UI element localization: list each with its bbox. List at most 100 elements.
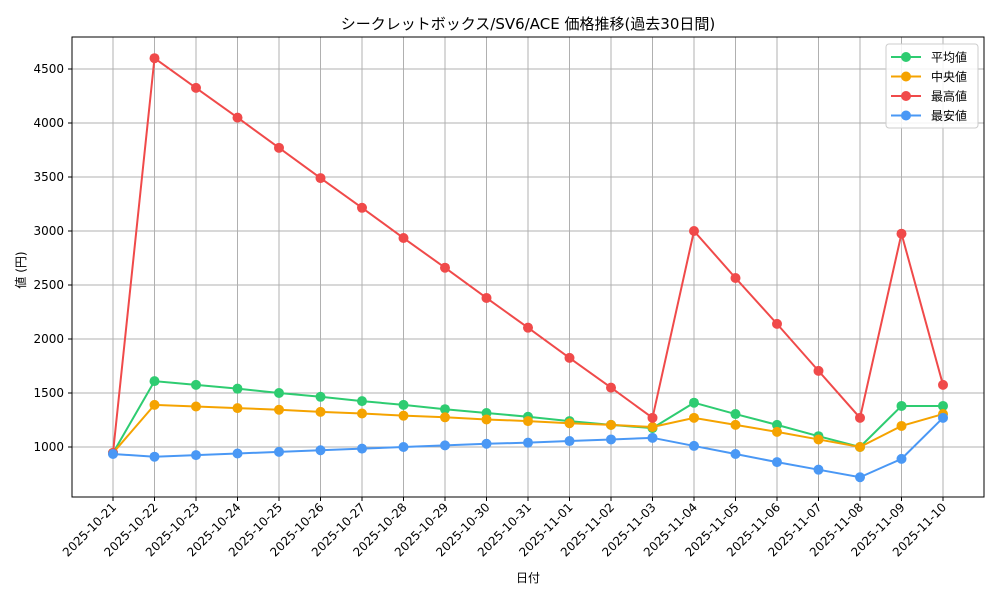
y-axis-label: 値 (円) <box>13 251 28 288</box>
data-point <box>647 412 658 423</box>
data-point <box>481 292 492 303</box>
x-axis-ticks: 2025-10-212025-10-222025-10-232025-10-24… <box>60 497 949 559</box>
data-point <box>149 399 160 410</box>
data-point <box>274 388 284 398</box>
data-point <box>730 419 741 430</box>
series-最安値 <box>108 412 948 483</box>
y-tick-label: 3000 <box>33 224 64 238</box>
data-point <box>398 410 409 421</box>
data-point <box>689 440 699 451</box>
data-point <box>398 442 409 452</box>
data-point <box>481 438 492 449</box>
data-point <box>357 396 367 407</box>
data-point <box>315 445 326 456</box>
y-tick-label: 3500 <box>33 170 64 184</box>
data-point <box>149 451 160 462</box>
data-point <box>274 142 284 153</box>
data-point <box>855 442 865 452</box>
data-point <box>689 226 699 236</box>
data-point <box>938 400 948 411</box>
data-point <box>440 404 450 415</box>
legend-box <box>885 43 979 129</box>
data-point <box>938 379 948 390</box>
data-point <box>647 432 658 443</box>
data-point <box>357 202 367 213</box>
data-point <box>481 414 492 425</box>
grid-lines <box>72 37 984 497</box>
data-point <box>730 272 741 283</box>
data-point <box>357 408 367 419</box>
data-point <box>772 419 782 430</box>
data-point <box>564 352 575 363</box>
data-point <box>523 322 533 333</box>
data-point <box>730 409 741 420</box>
data-point <box>398 399 409 410</box>
data-point <box>896 420 907 431</box>
data-point <box>896 453 907 464</box>
data-point <box>523 437 533 448</box>
data-point <box>523 416 533 427</box>
data-point <box>772 426 782 437</box>
legend-label: 最高値 <box>931 89 967 104</box>
series-lines <box>108 53 948 483</box>
legend-label: 最安値 <box>931 108 967 123</box>
data-point <box>896 228 907 239</box>
data-point <box>191 450 201 461</box>
data-point <box>274 404 284 415</box>
data-point <box>564 418 575 429</box>
x-axis-label: 日付 <box>516 571 540 585</box>
data-point <box>896 400 907 411</box>
legend-marker-icon <box>901 110 911 121</box>
data-point <box>232 448 243 459</box>
legend-label: 平均値 <box>931 50 967 65</box>
data-point <box>191 379 201 390</box>
data-point <box>191 82 201 93</box>
data-point <box>855 472 865 483</box>
data-point <box>232 383 243 394</box>
data-point <box>315 173 326 184</box>
data-point <box>440 412 450 423</box>
data-point <box>772 318 782 329</box>
data-point <box>772 457 782 468</box>
data-point <box>647 422 658 433</box>
data-point <box>191 401 201 412</box>
data-point <box>606 434 616 445</box>
y-tick-label: 1000 <box>33 440 64 454</box>
data-point <box>232 112 243 123</box>
chart-title: シークレットボックス/SV6/ACE 価格推移(過去30日間) <box>341 15 716 33</box>
data-point <box>564 436 575 447</box>
legend-marker-icon <box>901 91 911 101</box>
data-point <box>440 440 450 451</box>
y-tick-label: 4000 <box>33 116 64 130</box>
legend-marker-icon <box>901 71 911 82</box>
data-point <box>149 376 160 387</box>
series-中央値 <box>108 399 948 458</box>
data-point <box>274 446 284 457</box>
data-point <box>855 412 865 423</box>
data-point <box>606 419 616 430</box>
data-point <box>606 382 616 393</box>
data-point <box>398 233 409 244</box>
y-tick-label: 2500 <box>33 278 64 292</box>
data-point <box>730 449 741 460</box>
data-point <box>440 262 450 273</box>
y-tick-label: 2000 <box>33 332 64 346</box>
y-axis-ticks: 1000 1500 2000 2500 3000 3500 4000 4500 <box>33 62 72 454</box>
data-point <box>315 406 326 417</box>
data-point <box>813 365 824 376</box>
data-point <box>108 449 118 460</box>
data-point <box>689 412 699 423</box>
data-point <box>149 53 160 64</box>
data-point <box>232 403 243 414</box>
legend-marker-icon <box>901 52 911 62</box>
data-point <box>813 434 824 445</box>
legend-label: 中央値 <box>931 69 967 84</box>
data-point <box>315 391 326 402</box>
y-tick-label: 1500 <box>33 386 64 400</box>
data-point <box>938 412 948 423</box>
y-tick-label: 4500 <box>33 62 64 76</box>
data-point <box>357 443 367 454</box>
data-point <box>813 464 824 475</box>
